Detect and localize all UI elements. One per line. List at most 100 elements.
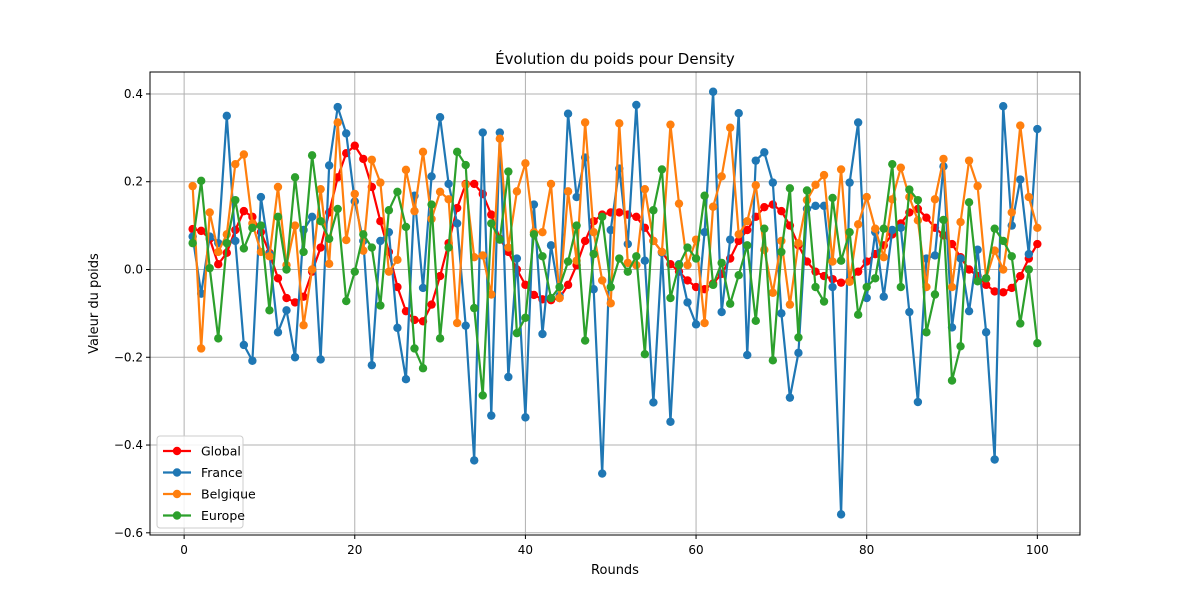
data-point-belgique [410, 206, 419, 216]
data-point-france [990, 455, 999, 464]
data-point-global [196, 226, 206, 236]
data-point-france [879, 292, 888, 301]
data-point-belgique [819, 170, 829, 180]
data-point-belgique [674, 199, 684, 208]
data-point-europe [666, 293, 675, 303]
data-point-europe [589, 249, 598, 259]
legend-swatch-marker [172, 446, 182, 456]
data-point-europe [222, 238, 231, 248]
data-point-france [598, 469, 607, 478]
data-point-europe [290, 173, 300, 182]
data-point-europe [376, 301, 385, 310]
legend-swatch-marker [172, 489, 182, 499]
data-point-belgique [538, 227, 547, 237]
data-point-global [768, 200, 778, 209]
y-tick-label: −0.2 [114, 350, 143, 364]
data-point-belgique [640, 184, 650, 194]
data-point-europe [922, 328, 931, 337]
data-point-europe [478, 391, 487, 400]
data-point-global [1033, 239, 1042, 249]
chart-title: Évolution du poids pour Density [495, 49, 735, 68]
data-point-global [427, 300, 436, 309]
legend-item-france: France [163, 465, 243, 480]
data-point-europe [632, 252, 641, 261]
data-point-europe [444, 243, 453, 252]
data-point-europe [239, 244, 249, 253]
y-axis-ticks: −0.6 −0.4 −0.2 0.0 0.2 0.4 [114, 87, 150, 540]
legend-item-belgique: Belgique [163, 487, 256, 502]
data-point-europe [657, 165, 667, 174]
data-point-europe [836, 256, 846, 265]
data-point-belgique [273, 182, 283, 192]
data-point-belgique [598, 276, 607, 285]
data-point-europe [862, 282, 871, 292]
data-point-europe [410, 344, 419, 353]
data-point-global [359, 154, 368, 164]
data-point-europe [248, 223, 257, 232]
data-point-france [512, 254, 522, 263]
data-point-belgique [512, 187, 522, 196]
data-point-global [316, 243, 325, 252]
data-point-global [282, 293, 291, 303]
data-point-france [478, 128, 487, 137]
data-point-france [751, 156, 760, 165]
data-point-belgique [700, 318, 709, 328]
legend-label: Europe [201, 508, 245, 523]
data-point-europe [947, 376, 957, 385]
data-point-europe [188, 238, 197, 248]
data-point-belgique [452, 318, 462, 328]
data-point-europe [196, 176, 206, 186]
data-point-belgique [316, 184, 325, 194]
data-point-belgique [495, 134, 505, 143]
data-point-france [444, 179, 453, 189]
data-point-france [307, 212, 317, 222]
data-point-france [367, 360, 377, 370]
data-point-belgique [376, 178, 385, 187]
y-tick-label: 0.0 [124, 262, 143, 276]
data-point-europe [359, 230, 368, 239]
data-point-france [836, 510, 846, 519]
data-point-belgique [299, 321, 308, 330]
data-point-france [256, 192, 266, 202]
data-point-france [487, 411, 496, 420]
data-point-france [649, 398, 658, 407]
data-point-europe [1016, 319, 1025, 328]
data-point-belgique [231, 159, 240, 169]
data-point-france [999, 102, 1008, 111]
x-tick-label: 20 [347, 543, 362, 557]
data-point-france [930, 251, 940, 260]
data-point-belgique [794, 238, 803, 248]
legend-swatch-marker [172, 468, 182, 477]
series-line-france [191, 90, 1039, 516]
data-point-global [350, 141, 359, 150]
data-point-europe [512, 328, 522, 338]
data-point-belgique [768, 288, 778, 297]
data-point-europe [367, 243, 377, 252]
data-point-global [376, 217, 385, 226]
data-point-france [708, 87, 718, 96]
grid [150, 72, 1080, 535]
data-point-belgique [836, 165, 846, 174]
data-point-europe [299, 247, 308, 257]
data-point-europe [307, 151, 317, 160]
data-point-france [452, 219, 462, 228]
data-point-belgique [947, 282, 957, 292]
data-point-france [290, 353, 300, 362]
data-point-europe [598, 212, 607, 222]
data-point-belgique [751, 181, 760, 190]
data-point-belgique [615, 119, 624, 128]
data-point-france [495, 128, 505, 137]
data-point-global [1016, 271, 1025, 281]
data-point-belgique [205, 208, 214, 217]
data-point-europe [324, 234, 334, 243]
data-point-europe [981, 274, 991, 283]
data-point-belgique [734, 230, 743, 239]
data-point-belgique [487, 290, 496, 299]
legend-box [156, 435, 244, 529]
data-point-belgique [239, 150, 249, 159]
data-point-global [239, 206, 249, 216]
legend-label: France [201, 465, 243, 480]
data-point-france [964, 306, 974, 316]
data-point-france [691, 320, 701, 329]
data-point-belgique [811, 180, 820, 189]
